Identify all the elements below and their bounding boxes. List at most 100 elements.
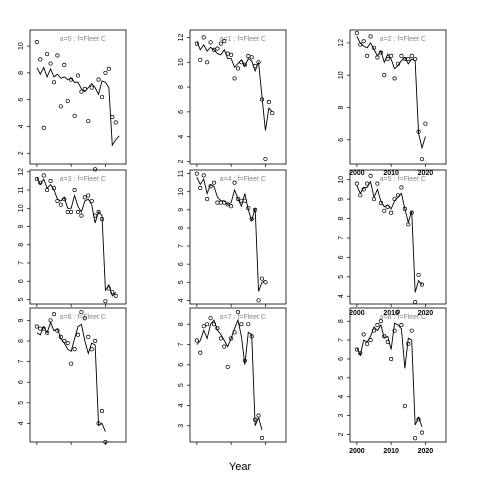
data-point <box>232 330 237 335</box>
data-point <box>253 207 258 212</box>
data-point <box>419 430 425 435</box>
data-point <box>402 404 407 409</box>
data-point <box>110 290 115 295</box>
y-tick-label: 11 <box>178 170 185 177</box>
y-tick-label: 8 <box>338 217 345 221</box>
y-tick-label: 6 <box>338 255 345 259</box>
data-point <box>416 417 421 422</box>
data-point <box>62 197 67 202</box>
data-point <box>75 73 81 78</box>
data-point <box>208 40 213 45</box>
data-point <box>93 167 98 172</box>
y-tick-label: 9 <box>18 318 25 322</box>
data-point <box>34 324 39 329</box>
y-tick-label: 6 <box>338 357 345 361</box>
data-point <box>249 55 254 60</box>
data-point <box>246 205 251 211</box>
y-tick-label: 8 <box>18 243 25 247</box>
data-point <box>358 42 363 47</box>
fit-line <box>36 66 120 147</box>
data-point <box>368 173 373 178</box>
data-point <box>375 55 380 60</box>
data-point <box>354 347 359 352</box>
data-point <box>413 57 418 62</box>
data-point <box>45 188 50 193</box>
data-point <box>211 180 217 185</box>
data-point <box>218 41 223 46</box>
data-point <box>48 61 53 66</box>
data-point <box>45 52 50 57</box>
data-point <box>239 322 244 327</box>
data-point <box>242 198 247 203</box>
data-point <box>38 57 43 62</box>
data-point <box>79 213 84 218</box>
y-tick-label: 5 <box>18 401 25 405</box>
y-tick-label: 6 <box>18 380 25 384</box>
x-tick-label: 2000 <box>349 170 365 177</box>
data-point <box>106 286 111 291</box>
data-point <box>235 310 241 315</box>
panel-frame <box>29 169 127 305</box>
data-point <box>361 187 366 192</box>
data-point <box>246 322 251 327</box>
fit-line <box>356 36 426 150</box>
y-tick-label: 3 <box>338 414 345 418</box>
data-point <box>225 51 230 56</box>
data-point <box>253 417 258 422</box>
data-point <box>82 195 87 200</box>
x-tick-label: 2000 <box>349 310 365 317</box>
data-point <box>382 73 387 78</box>
y-tick-label: 5 <box>18 297 25 301</box>
data-point <box>256 298 261 303</box>
fit-line <box>196 41 273 131</box>
data-point <box>399 185 404 190</box>
data-point <box>399 322 404 328</box>
panel-2: a=3 : f=Fleet C 5 6 7 8 9 10 11 12 <box>18 168 127 307</box>
data-point <box>249 334 254 339</box>
data-point <box>58 334 63 339</box>
data-point <box>58 202 63 207</box>
data-point <box>215 200 220 205</box>
x-tick-label: 2010 <box>383 170 399 177</box>
data-point <box>413 300 418 305</box>
panel-label: a=0 : f=Fleet C <box>60 36 106 43</box>
panel-frame <box>29 307 127 443</box>
data-point <box>113 120 118 125</box>
data-point <box>215 326 220 331</box>
data-point <box>375 181 380 186</box>
data-point <box>82 316 87 321</box>
data-point <box>45 330 50 335</box>
y-tick-label: 8 <box>18 339 25 343</box>
data-point <box>385 339 390 345</box>
data-point <box>406 222 411 227</box>
panel-frame <box>189 307 287 443</box>
data-point <box>365 181 370 186</box>
data-point <box>38 180 43 185</box>
data-point <box>395 61 401 66</box>
y-tick-label: 8 <box>338 319 345 323</box>
y-tick-label: 10 <box>338 71 345 79</box>
data-point <box>354 181 359 186</box>
data-point <box>208 316 213 321</box>
panel-9: a=8 : f=Fleet C 2 3 4 5 6 7 8 2000 2010 2020 <box>338 307 447 455</box>
data-point <box>392 328 397 333</box>
y-tick-label: 4 <box>178 403 185 407</box>
data-point <box>86 193 91 198</box>
data-point <box>259 276 265 281</box>
data-point <box>395 193 401 198</box>
y-tick-label: 6 <box>18 279 25 283</box>
data-point <box>201 324 206 329</box>
panel-frame <box>29 29 127 165</box>
data-point <box>416 129 421 134</box>
y-tick-label: 2 <box>18 151 25 155</box>
data-point <box>389 210 394 215</box>
y-tick-label: 9 <box>178 208 185 212</box>
panel-1: a=0 : f=Fleet C 2 4 6 8 10 <box>18 29 127 172</box>
data-point <box>51 80 57 85</box>
data-point <box>378 50 383 55</box>
data-point <box>263 280 268 285</box>
x-tick-label: 2020 <box>418 448 434 455</box>
data-point <box>242 358 247 363</box>
data-point <box>259 97 265 102</box>
